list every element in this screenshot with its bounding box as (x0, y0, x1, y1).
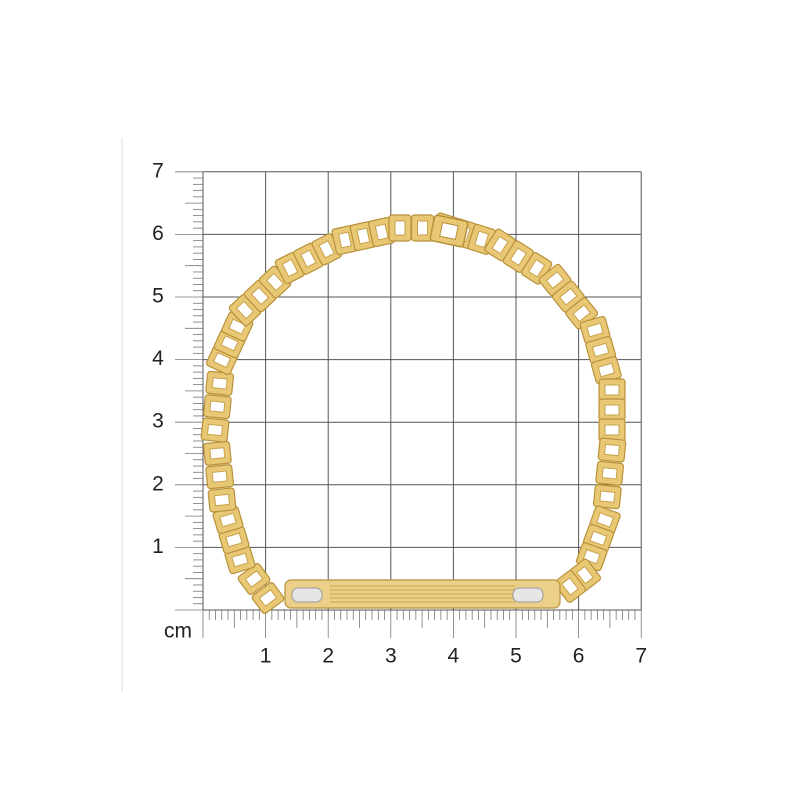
chain-link (205, 464, 235, 490)
link-inner (235, 300, 255, 320)
link-inner (603, 443, 621, 457)
link-inner (209, 447, 226, 460)
link-inner (231, 552, 249, 568)
link-inner (219, 512, 237, 528)
link-inner (545, 271, 565, 289)
y-label: 3 (152, 410, 164, 433)
chain-link (553, 570, 587, 603)
link-inner (561, 577, 579, 596)
chain-link (597, 437, 627, 463)
chain-link (585, 335, 617, 365)
link-inner (225, 532, 243, 548)
link-inner (211, 470, 228, 483)
link-inner (596, 512, 614, 528)
link-inner (250, 286, 270, 306)
link-inner (491, 235, 509, 255)
link-inner (601, 467, 618, 480)
link-inner (527, 259, 546, 278)
chain-link (368, 216, 396, 248)
chain-link (592, 484, 622, 510)
link-inner (212, 351, 232, 369)
unit-label: cm (164, 620, 192, 643)
y-label: 6 (152, 222, 164, 245)
chain-link (237, 563, 271, 595)
chain-link (200, 417, 230, 443)
link-inner (599, 490, 616, 503)
link-inner (586, 322, 604, 338)
x-label: 2 (322, 645, 334, 668)
y-label: 4 (152, 347, 164, 370)
link-inner (474, 230, 490, 249)
y-label: 1 (152, 535, 164, 558)
link-inner (374, 223, 389, 241)
x-label: 1 (260, 645, 272, 668)
chain-link (205, 370, 235, 396)
link-inner (228, 318, 247, 335)
link-inner (394, 220, 406, 236)
link-inner (206, 423, 224, 437)
y-label: 2 (152, 472, 164, 495)
chain-link (207, 487, 237, 513)
chain-link (388, 214, 412, 242)
chain-link (598, 398, 626, 422)
chain-link (202, 394, 232, 420)
y-label: 5 (152, 285, 164, 308)
link-inner (572, 304, 591, 323)
link-inner (559, 287, 578, 306)
link-inner (597, 362, 616, 378)
x-label: 7 (635, 645, 647, 668)
bracelet (200, 212, 627, 614)
chain-link (224, 545, 256, 575)
link-inner (244, 570, 264, 588)
link-inner (281, 258, 299, 278)
link-inner (265, 272, 285, 292)
link-inner (213, 493, 231, 507)
plate-accent (512, 587, 544, 603)
y-label: 7 (152, 159, 164, 182)
link-inner (258, 589, 278, 607)
chain-link (228, 293, 262, 327)
link-inner (318, 240, 335, 259)
chain-link (251, 582, 285, 614)
chain-link (598, 418, 626, 442)
link-inner (604, 404, 620, 416)
link-inner (604, 384, 620, 396)
link-inner (220, 335, 239, 352)
link-inner (509, 247, 528, 266)
link-inner (356, 227, 371, 245)
link-inner (576, 565, 594, 585)
link-inner (211, 377, 228, 390)
chain-link (598, 378, 626, 402)
chain-link (595, 460, 625, 486)
x-label: 3 (385, 645, 397, 668)
plate-accent (291, 587, 323, 603)
link-inner (591, 342, 610, 358)
chain-link (212, 505, 244, 535)
link-inner (604, 424, 620, 436)
chain-link (202, 440, 232, 466)
link-inner (209, 400, 226, 413)
chain-link (579, 315, 611, 345)
link-inner (589, 530, 608, 547)
x-label: 4 (448, 645, 460, 668)
x-label: 5 (510, 645, 522, 668)
clasp-inner (439, 221, 459, 241)
link-inner (338, 231, 352, 249)
chain-link (410, 214, 435, 242)
link-inner (417, 220, 428, 236)
link-inner (300, 249, 317, 268)
x-label: 6 (573, 645, 585, 668)
